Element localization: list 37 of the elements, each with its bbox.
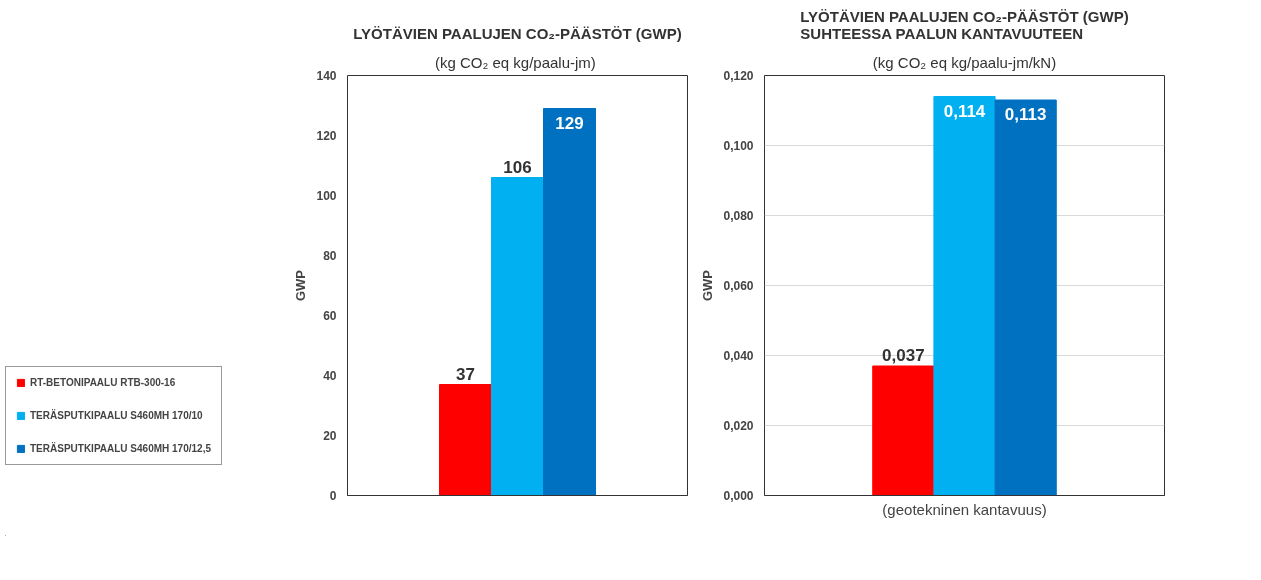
x-axis-title: (geotekninen kantavuus) (882, 500, 1047, 518)
legend-label: TERÄSPUTKIPAALU S460MH 170/12,5 (30, 443, 211, 454)
y-tick-label: 0,000 (723, 489, 754, 503)
data-label: 0,113 (1004, 105, 1047, 124)
y-tick-label: 20 (323, 429, 337, 443)
y-tick-label: 0,060 (723, 279, 754, 293)
y-tick-label: 80 (323, 249, 337, 263)
y-tick-label: 40 (323, 369, 337, 383)
bar (994, 99, 1057, 496)
chart-subtitle: (kg CO₂ eq kg/paalu-jm/kN) (872, 53, 1057, 71)
y-tick-label: 60 (323, 309, 337, 323)
y-axis-title: GWP (293, 269, 309, 302)
bar (872, 365, 935, 496)
data-label: 0,037 (882, 346, 925, 365)
bar (933, 96, 996, 496)
y-tick-label: 0,040 (723, 349, 754, 363)
data-label: 0,114 (943, 101, 986, 121)
y-tick-label: 0,120 (723, 69, 754, 83)
bar (439, 384, 492, 496)
y-tick-label: 140 (316, 69, 337, 83)
chart-title: LYÖTÄVIEN PAALUJEN CO₂-PÄÄSTÖT (GWP) SUHTEESSA PAALUN KANTAVUUTEEN (800, 7, 1129, 42)
y-tick-label: 0,100 (723, 139, 754, 153)
legend-label: TERÄSPUTKIPAALU S460MH 170/10 (30, 410, 203, 421)
chart-subtitle: (kg CO₂ eq kg/paalu-jm) (434, 53, 596, 71)
bar (543, 108, 596, 496)
y-tick-label: 0,020 (723, 419, 754, 433)
legend-label: RT-BETONIPAALU RTB-300-16 (30, 377, 176, 388)
y-tick-label: 0 (329, 489, 337, 503)
y-tick-label: 0,080 (723, 209, 754, 223)
y-axis-title: GWP (700, 269, 716, 302)
data-label: 129 (555, 113, 584, 133)
y-tick-label: 120 (316, 129, 337, 143)
bar (491, 177, 544, 496)
data-label: 37 (456, 364, 475, 384)
y-tick-label: 100 (316, 189, 337, 203)
data-label: 106 (503, 157, 532, 177)
chart-title: LYÖTÄVIEN PAALUJEN CO₂-PÄÄSTÖT (GWP) (353, 24, 682, 42)
